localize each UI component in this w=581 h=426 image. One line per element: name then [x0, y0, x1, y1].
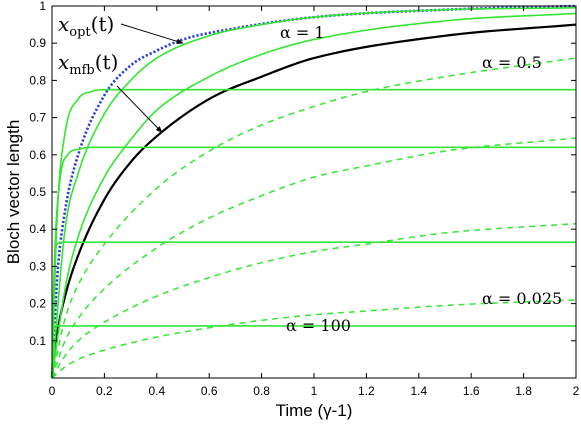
- series-line-9: [51, 146, 576, 379]
- x-tick-label: 1.6: [463, 384, 480, 398]
- series-line-0: [50, 4, 577, 379]
- series-line-11: [51, 325, 576, 379]
- alpha-label: α = 0.025: [482, 289, 562, 308]
- series-line-7: [51, 299, 577, 379]
- series-line-3: [51, 12, 577, 379]
- curve-label-opt: xopt(t): [58, 12, 114, 40]
- y-tick-label: 0.3: [29, 259, 46, 273]
- x-tick-label: 0.6: [201, 384, 218, 398]
- x-tick-label: 0.8: [253, 384, 270, 398]
- x-tick-label: 0.2: [96, 384, 113, 398]
- series-layer: [50, 4, 577, 379]
- series-line-2: [51, 7, 577, 379]
- alpha-label: α = 1: [280, 23, 325, 42]
- x-tick-label: 1: [311, 384, 318, 398]
- y-tick-label: 0.9: [29, 36, 46, 50]
- x-tick-label: 1.8: [515, 384, 532, 398]
- x-axis-title: Time (γ-1): [276, 401, 353, 420]
- series-line-5: [51, 137, 577, 379]
- annotation-layer: xopt(t) xmfb(t) α = 1 α = 0.5 α = 0.025 α = 1…: [58, 12, 562, 335]
- x-tick-label: 0.4: [148, 384, 165, 398]
- series-line-10: [51, 241, 576, 379]
- y-tick-label: 1: [39, 0, 46, 13]
- y-axis-title: Bloch vector length: [4, 120, 23, 265]
- series-line-4: [51, 57, 577, 379]
- curve-label-mfb: xmfb(t): [58, 50, 118, 78]
- x-tick-label: 1.4: [410, 384, 427, 398]
- x-tick-label: 0: [49, 384, 56, 398]
- annotation-arrow-opt: [120, 23, 184, 45]
- x-tick-label: 1.2: [358, 384, 375, 398]
- alpha-label: α = 0.5: [482, 53, 542, 72]
- y-tick-label: 0.1: [29, 334, 46, 348]
- tick-layer: 0 0.2 0.4 0.6 0.8 1 1.2 1.4 1.6 1.8 2 0.1 0.2 0.3 0.4 0…: [29, 0, 579, 398]
- x-tick-label: 2: [573, 384, 580, 398]
- y-tick-label: 0.2: [29, 297, 46, 311]
- y-tick-label: 0.5: [29, 185, 46, 199]
- series-line-6: [51, 222, 577, 379]
- y-tick-label: 0.4: [29, 222, 46, 236]
- annotation-arrow-mfb: [116, 85, 163, 133]
- alpha-label: α = 100: [286, 316, 351, 335]
- y-tick-label: 0.7: [29, 111, 46, 125]
- y-tick-label: 0.8: [29, 73, 46, 87]
- y-tick-label: 0.6: [29, 148, 46, 162]
